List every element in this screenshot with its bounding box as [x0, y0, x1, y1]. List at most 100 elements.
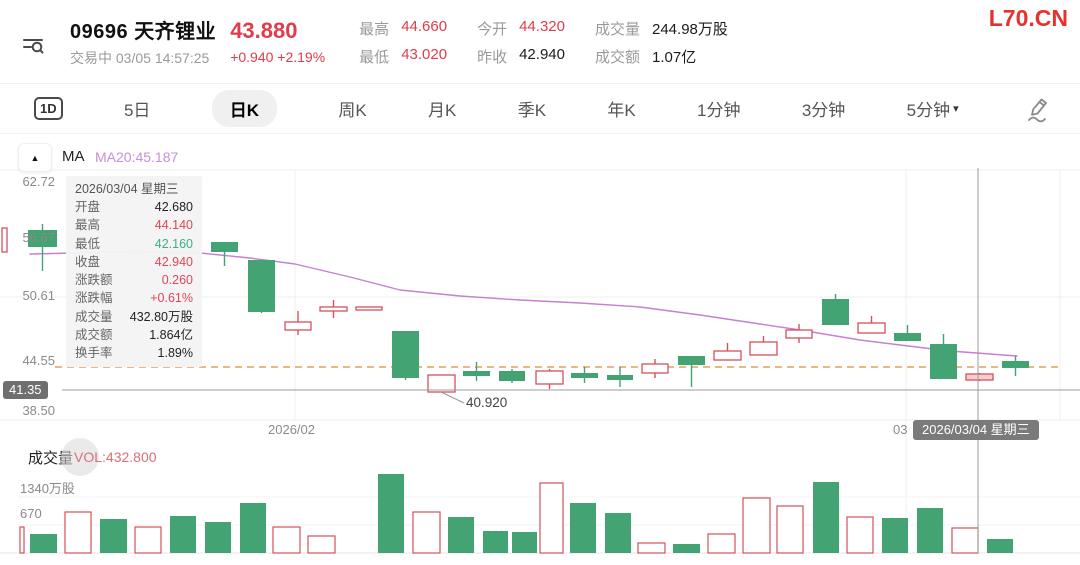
ohlc-tooltip: 2026/03/04 星期三 开盘 42.680 最高 44.140 最低 42.160 收…: [66, 176, 202, 367]
tooltip-row-最高: 最高 44.140: [75, 218, 193, 233]
stat-今开: 今开 44.320: [477, 18, 565, 38]
candle: [785, 329, 813, 339]
price-change: +0.940 +2.19%: [230, 49, 326, 65]
tooltip-date: 2026/03/04 星期三: [75, 182, 179, 196]
volume-axis-label-1340万股: 1340万股: [20, 481, 75, 496]
tab-1分钟[interactable]: 1分钟: [697, 101, 741, 120]
candle: [894, 333, 921, 341]
candle: [392, 331, 419, 378]
stat-成交量: 成交量 244.98万股: [594, 21, 728, 38]
volume-bar: [64, 511, 92, 554]
search-list-icon[interactable]: [18, 30, 48, 60]
tooltip-row-换手率: 换手率 1.89%: [75, 346, 193, 361]
tab-5分钟[interactable]: 5分钟 ▾: [906, 101, 959, 120]
candle: [641, 363, 669, 374]
header-stats: 最高 44.660 今开 44.320 成交量 244.98万股 最低 43.020 昨收 42.…: [359, 18, 728, 67]
candle: [211, 242, 238, 252]
volume-bar: [539, 482, 564, 554]
tab-bar: 1D 5日 日K 周K 月K 季K 年K 1分钟 3分钟 5分钟 ▾: [0, 84, 1080, 134]
stock-name: 天齐锂业: [134, 21, 217, 43]
stock-code-name: 09696 天齐锂业: [70, 15, 216, 44]
volume-axis-label-670: 670: [20, 506, 42, 521]
low-annotation-line: [440, 391, 465, 404]
volume-bar: [170, 516, 196, 553]
volume-bar: [19, 526, 25, 554]
tab-5日[interactable]: 5日: [123, 101, 151, 120]
stat-最低: 最低 43.020: [359, 46, 448, 66]
lowest-price-annotation: 40.920: [466, 395, 508, 410]
volume-bar: [882, 518, 908, 553]
tab-周K[interactable]: 周K: [338, 101, 367, 120]
price-axis-label-50.61: 50.61: [22, 288, 55, 303]
volume-bar: [605, 513, 631, 553]
tab-日K[interactable]: 日K: [211, 90, 278, 127]
candle: [749, 341, 778, 356]
volume-bar: [272, 526, 301, 554]
tooltip-row-开盘: 开盘 42.680: [75, 200, 193, 214]
volume-bar: [951, 527, 979, 554]
volume-bar: [483, 531, 508, 553]
volume-bar: [742, 497, 771, 554]
volume-bar: [813, 482, 839, 553]
crosshair-date-badge: 2026/03/04 星期三: [913, 420, 1039, 440]
candle: [930, 344, 957, 379]
tab-月K[interactable]: 月K: [428, 101, 457, 120]
tooltip-row-成交量: 成交量 432.80万股: [75, 309, 193, 324]
candle: [713, 350, 742, 361]
stat-成交额: 成交额 1.07亿: [594, 49, 697, 66]
draw-pen-icon[interactable]: [1020, 92, 1054, 126]
tab-1D[interactable]: 1D: [34, 97, 63, 120]
candle: [678, 356, 705, 365]
volume-bar: [776, 505, 804, 554]
tab-3分钟[interactable]: 3分钟: [801, 101, 846, 120]
candle: [28, 230, 57, 247]
tooltip-row-成交额: 成交额 1.864亿: [75, 328, 193, 343]
candle: [319, 306, 348, 312]
candle: [1, 227, 8, 253]
candle: [607, 375, 633, 380]
crosshair-price-badge: 41.35: [3, 381, 48, 399]
ma20-line: [29, 251, 1018, 357]
watermark-circle: [61, 438, 99, 476]
volume-bar: [307, 535, 336, 554]
volume-bar: [637, 542, 666, 554]
candle: [355, 306, 383, 311]
candle: [463, 371, 490, 376]
stock-title-block: 09696 天齐锂业 交易中 03/05 14:57:25: [70, 15, 216, 68]
volume-bar: [570, 503, 596, 553]
last-price: 43.880: [230, 18, 298, 43]
candle: [822, 299, 849, 325]
volume-bar: [673, 544, 700, 553]
price-axis-label-38.50: 38.50: [22, 403, 55, 418]
volume-bar: [512, 532, 537, 553]
indicator-collapse-button[interactable]: ▲: [18, 143, 52, 172]
volume-bar: [917, 508, 943, 553]
price-axis-label-56.67: 56.67: [22, 230, 55, 245]
ma-legend-label[interactable]: MA: [62, 148, 85, 165]
candle: [248, 260, 275, 312]
candle: [284, 321, 312, 331]
volume-value-label: VOL:432.800: [74, 449, 157, 465]
stat-昨收: 昨收 42.940: [477, 46, 565, 66]
stock-code: 09696: [70, 21, 129, 43]
tab-季K[interactable]: 季K: [517, 101, 547, 120]
tab-年K[interactable]: 年K: [607, 101, 636, 120]
header: 09696 天齐锂业 交易中 03/05 14:57:25 43.880 +0.…: [0, 0, 1080, 84]
volume-bar: [707, 533, 736, 554]
caret-down-icon: ▾: [953, 103, 959, 115]
price-axis-label-44.55: 44.55: [22, 353, 55, 368]
tooltip-row-收盘: 收盘 42.940: [75, 254, 193, 269]
candle: [857, 322, 886, 334]
volume-bar: [100, 519, 127, 553]
trading-status: 交易中 03/05 14:57:25: [70, 50, 210, 66]
tooltip-row-涨跌额: 涨跌额 0.260: [75, 273, 193, 288]
candle: [499, 371, 525, 381]
price-block: 43.880 +0.940 +2.19%: [230, 18, 325, 65]
candle: [965, 373, 994, 381]
tooltip-row-最低: 最低 42.160: [75, 236, 193, 251]
candle: [571, 373, 598, 378]
ma20-value-label: MA20:45.187: [95, 149, 179, 165]
candle: [1002, 361, 1029, 368]
